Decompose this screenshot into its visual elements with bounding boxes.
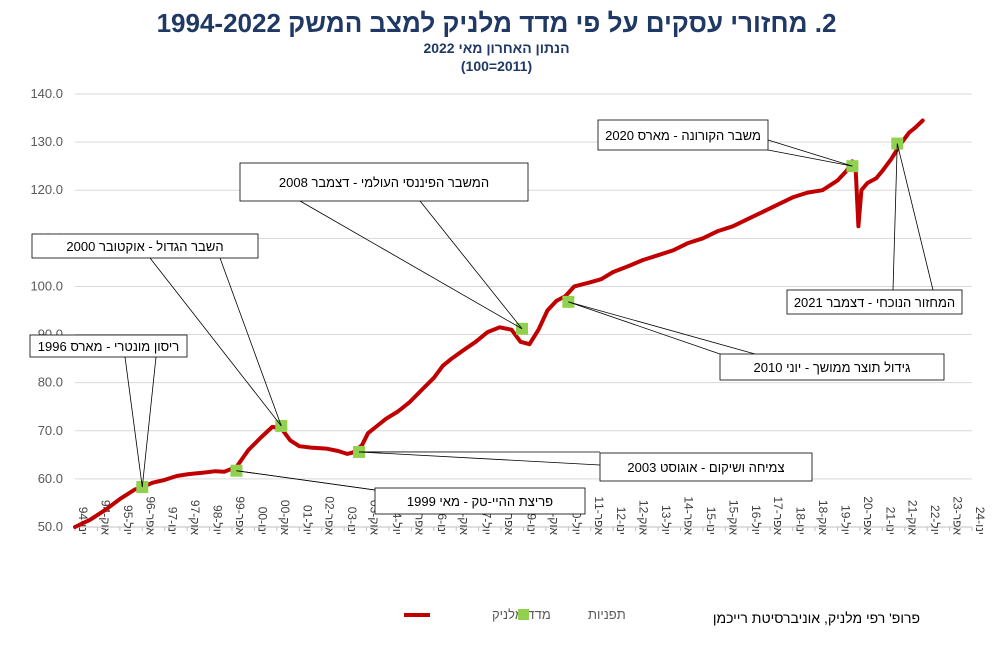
- y-tick-label: 80.0: [38, 375, 63, 390]
- chart-subtitle-base: (2011=100): [460, 58, 533, 74]
- chart-title: 2. מחזורי עסקים על פי מדד מלניק למצב המש…: [156, 8, 837, 38]
- y-axis: 50.060.070.080.090.0100.0110.0120.0130.0…: [30, 86, 63, 534]
- x-tick-label: אוק-97: [188, 500, 202, 536]
- x-tick-label: יול-01: [300, 505, 314, 535]
- x-tick-label: ינו-21: [883, 507, 897, 535]
- x-tick-label: ינו-15: [704, 507, 718, 535]
- x-tick-label: אפר-23: [951, 496, 965, 535]
- callout-leader-line: [767, 149, 853, 167]
- callout-text: גידול תוצר ממושך - יוני 2010: [754, 360, 911, 375]
- callout-leader-line: [568, 301, 721, 355]
- callout-leader-line: [359, 451, 601, 466]
- callout-text: המחזור הנוכחי - דצמבר 2021: [794, 295, 955, 310]
- legend: מדד מלניק תפניות: [404, 607, 626, 622]
- callout-text: משבר הקורונה - מארס 2020: [605, 128, 761, 143]
- x-tick-label: ינו-18: [794, 507, 808, 535]
- x-tick-label: אוק-00: [278, 500, 292, 536]
- x-tick-label: יול-98: [211, 505, 225, 535]
- x-tick-label: יול-16: [749, 505, 763, 535]
- callout-leader-line: [219, 257, 282, 427]
- y-tick-label: 100.0: [30, 278, 63, 293]
- annotations-layer: ריסון מונטרי - מארס 1996 פריצת ההיי-טק - …: [29, 119, 963, 515]
- callout-text: ריסון מונטרי - מארס 1996: [38, 339, 179, 354]
- callout-box: [719, 353, 945, 381]
- y-tick-label: 140.0: [30, 86, 63, 101]
- callout-leader-line: [299, 200, 523, 330]
- x-tick-label: ינו-00: [255, 507, 269, 535]
- callout-leader-line: [124, 356, 143, 488]
- y-tick-label: 120.0: [30, 182, 63, 197]
- x-tick-label: אפר-02: [323, 496, 337, 535]
- annotation-callout: פריצת ההיי-טק - מאי 1999: [236, 470, 586, 515]
- annotation-callout: ריסון מונטרי - מארס 1996: [29, 334, 188, 488]
- x-tick-label: יול-13: [659, 505, 673, 535]
- x-tick-label: יול-95: [121, 505, 135, 535]
- callout-text: פריצת ההיי-טק - מאי 1999: [407, 494, 553, 509]
- chart-subtitle: הנתון האחרון מאי 2022: [423, 40, 570, 56]
- x-tick-label: אפר-20: [861, 496, 875, 535]
- callout-text: המשבר הפיננסי העולמי - דצמבר 2008: [279, 175, 489, 190]
- x-tick-label: אוק-21: [906, 500, 920, 536]
- callout-text: צמיחה ושיקום - אוגוסט 2003: [627, 460, 784, 475]
- y-tick-label: 70.0: [38, 423, 63, 438]
- annotation-callout: גידול תוצר ממושך - יוני 2010: [568, 301, 945, 381]
- callout-leader-line: [149, 257, 282, 427]
- legend-marker-swatch: [518, 609, 529, 620]
- annotation-callout: צמיחה ושיקום - אוגוסט 2003: [359, 451, 813, 482]
- annotation-callout: השבר הגדול - אוקטובר 2000: [31, 233, 282, 427]
- callout-leader-line: [767, 139, 853, 167]
- x-tick-label: אוק-12: [637, 500, 651, 536]
- callout-leader-line: [892, 143, 898, 291]
- x-tick-label: אפר-11: [592, 496, 606, 535]
- callout-leader-line: [141, 356, 157, 488]
- x-tick-label: אפר-17: [771, 496, 785, 535]
- callout-box: [374, 487, 586, 515]
- callout-text: השבר הגדול - אוקטובר 2000: [66, 239, 223, 254]
- annotation-callout: משבר הקורונה - מארס 2020: [597, 119, 853, 167]
- callout-box: [786, 289, 963, 315]
- callout-box: [29, 334, 188, 358]
- x-tick-label: אפר-99: [233, 496, 247, 535]
- x-tick-label: אפר-96: [143, 496, 157, 535]
- callout-box: [597, 119, 769, 151]
- x-tick-label: אוק-18: [816, 500, 830, 536]
- y-tick-label: 130.0: [30, 134, 63, 149]
- callout-leader-line: [896, 143, 934, 291]
- x-tick-label: אפר-14: [681, 496, 695, 535]
- annotation-callout: המשבר הפיננסי העולמי - דצמבר 2008: [239, 162, 529, 330]
- x-tick-label: ינו-97: [166, 507, 180, 535]
- callout-box: [31, 233, 259, 259]
- x-tick-label: אוק-15: [726, 500, 740, 536]
- legend-item-turning-points: תפניות: [518, 607, 626, 622]
- x-tick-label: יול-22: [928, 505, 942, 535]
- y-tick-label: 60.0: [38, 471, 63, 486]
- legend-label: תפניות: [588, 607, 626, 622]
- x-tick-label: ינו-94: [76, 507, 90, 535]
- callout-leader-line: [419, 200, 523, 330]
- x-tick-label: ינו-03: [345, 507, 359, 535]
- x-tick-label: יול-19: [838, 505, 852, 535]
- callout-leader-line: [568, 301, 756, 355]
- x-tick-label: ינו-24: [973, 507, 987, 535]
- annotation-callout: המחזור הנוכחי - דצמבר 2021: [786, 143, 963, 315]
- x-tick-label: ינו-12: [614, 507, 628, 535]
- credit-text: פרופ' רפי מלניק, אוניברסיטת רייכמן: [712, 610, 920, 626]
- y-tick-label: 50.0: [38, 519, 63, 534]
- callout-leader-line: [236, 470, 376, 491]
- callout-box: [239, 162, 529, 202]
- callout-box: [599, 452, 813, 482]
